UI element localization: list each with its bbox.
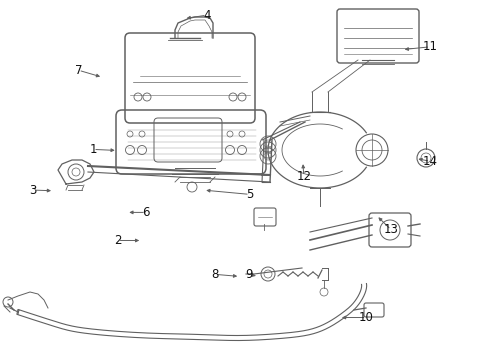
Text: 12: 12 [296,170,311,183]
Text: 13: 13 [384,223,398,236]
Text: 11: 11 [423,40,438,53]
Text: 14: 14 [423,155,438,168]
Text: 1: 1 [89,143,97,156]
Text: 6: 6 [142,206,150,219]
Text: 5: 5 [246,188,254,201]
Text: 3: 3 [29,184,37,197]
Text: 2: 2 [114,234,122,247]
Text: 8: 8 [211,268,219,281]
Text: 9: 9 [245,268,253,281]
Text: 10: 10 [359,311,374,324]
Text: 4: 4 [203,9,211,22]
Text: 7: 7 [74,64,82,77]
